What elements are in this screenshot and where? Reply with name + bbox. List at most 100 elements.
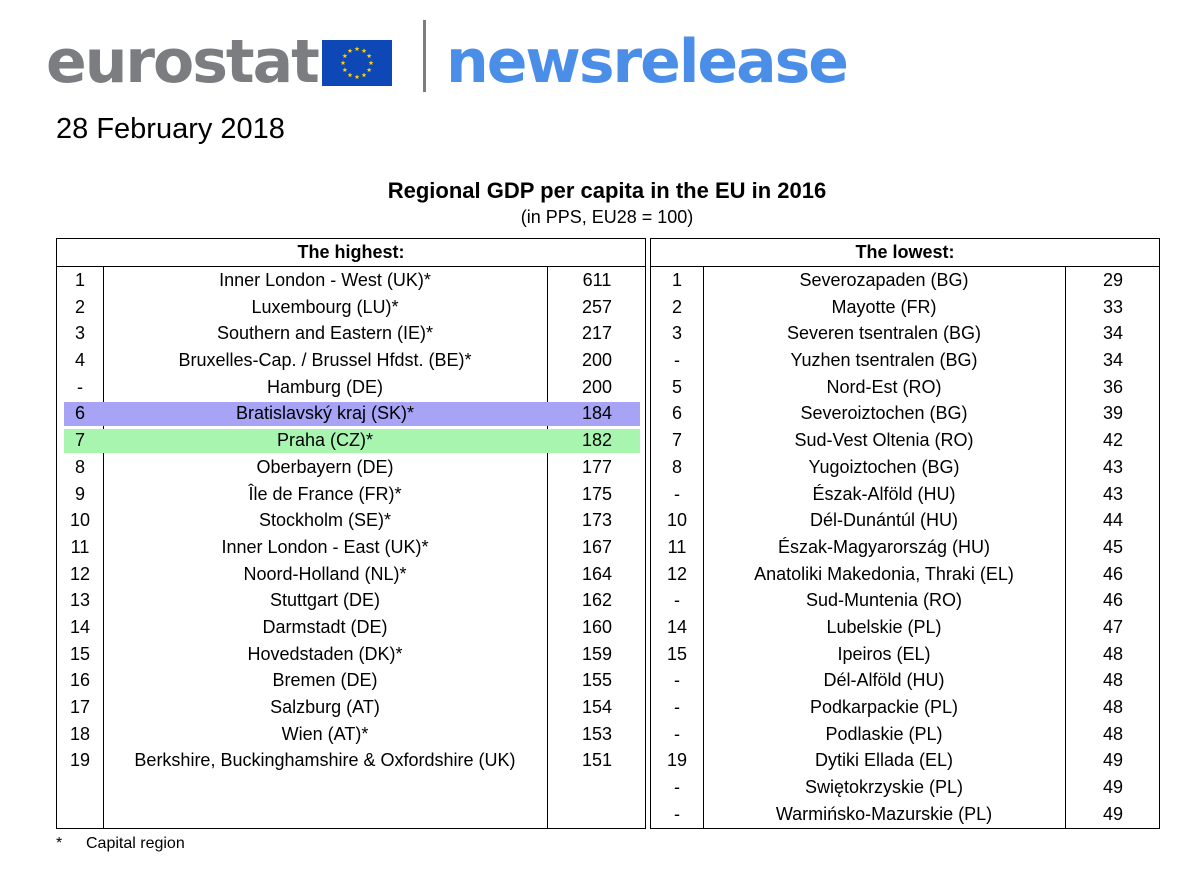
row-region: Darmstadt (DE) bbox=[262, 616, 388, 637]
column-divider bbox=[703, 266, 704, 828]
table-row: 12 Anatoliki Makedonia, Thraki (EL) 46 bbox=[651, 561, 1159, 588]
row-region: Praha (CZ)* bbox=[276, 430, 374, 451]
row-rank: 10 bbox=[666, 510, 688, 531]
row-value: 33 bbox=[1102, 296, 1124, 317]
row-region: Lubelskie (PL) bbox=[826, 616, 942, 637]
row-region: Mayotte (FR) bbox=[831, 296, 937, 317]
table-subtitle: (in PPS, EU28 = 100) bbox=[520, 207, 694, 227]
table-row: 13 Stuttgart (DE) 162 bbox=[57, 587, 645, 614]
row-value: 45 bbox=[1102, 536, 1124, 557]
table-row: - Warmińsko-Mazurskie (PL) 49 bbox=[651, 801, 1159, 828]
row-region: Podlaskie (PL) bbox=[825, 723, 943, 744]
row-region: Hovedstaden (DK)* bbox=[247, 643, 403, 664]
row-rank: 16 bbox=[69, 670, 91, 691]
newsrelease-logo: newsrelease bbox=[446, 27, 849, 97]
table-row: 11 Észak-Magyarország (HU) 45 bbox=[651, 534, 1159, 561]
table-row: 11 Inner London - East (UK)* 167 bbox=[57, 534, 645, 561]
column-divider bbox=[103, 266, 104, 828]
row-region: Severozapaden (BG) bbox=[799, 270, 969, 290]
row-region: Inner London - East (UK)* bbox=[221, 536, 429, 557]
row-region: Észak-Magyarország (HU) bbox=[777, 536, 991, 557]
table-row: 6 Severoiztochen (BG) 39 bbox=[651, 400, 1159, 427]
flag-star bbox=[366, 67, 372, 73]
row-value: 155 bbox=[581, 670, 613, 691]
table-row: 8 Oberbayern (DE) 177 bbox=[57, 454, 645, 481]
table-row: 7 Praha (CZ)* 182 bbox=[57, 427, 645, 454]
row-region: Stuttgart (DE) bbox=[269, 590, 381, 611]
row-value: 34 bbox=[1102, 350, 1124, 371]
row-region: Bratislavský kraj (SK)* bbox=[235, 403, 415, 424]
table-row: 1 Inner London - West (UK)* 611 bbox=[57, 267, 645, 294]
row-region: Észak-Alföld (HU) bbox=[812, 483, 956, 504]
flag-star bbox=[342, 67, 348, 73]
row-value: 184 bbox=[581, 403, 613, 424]
row-value: 200 bbox=[581, 350, 613, 371]
row-value: 29 bbox=[1102, 270, 1124, 290]
table-row: - Podlaskie (PL) 48 bbox=[651, 721, 1159, 748]
footnote: * Capital region bbox=[56, 834, 185, 854]
flag-star bbox=[354, 46, 360, 52]
row-value: 44 bbox=[1102, 510, 1124, 531]
eurostat-logo: eurostat bbox=[46, 27, 320, 97]
row-value: 42 bbox=[1102, 430, 1124, 451]
table-row: 16 Bremen (DE) 155 bbox=[57, 667, 645, 694]
row-value: 167 bbox=[581, 536, 613, 557]
header-divider bbox=[423, 20, 426, 92]
lowest-table: The lowest: 1 Severozapaden (BG) 29 2 Mayott… bbox=[650, 238, 1160, 829]
row-region: Ipeiros (EL) bbox=[837, 643, 931, 664]
table-row: 12 Noord-Holland (NL)* 164 bbox=[57, 561, 645, 588]
row-region: Anatoliki Makedonia, Thraki (EL) bbox=[754, 563, 1014, 584]
table-row: 5 Nord-Est (RO) 36 bbox=[651, 374, 1159, 401]
row-region: Nord-Est (RO) bbox=[826, 376, 942, 397]
row-region: Yugoiztochen (BG) bbox=[808, 456, 960, 477]
table-row: 15 Hovedstaden (DK)* 159 bbox=[57, 641, 645, 668]
row-rank: 8 bbox=[671, 456, 682, 477]
row-value: 46 bbox=[1102, 590, 1124, 611]
table-row: 1 Severozapaden (BG) 29 bbox=[651, 267, 1159, 294]
row-region: Noord-Holland (NL)* bbox=[243, 563, 407, 584]
table-row: 2 Luxembourg (LU)* 257 bbox=[57, 294, 645, 321]
row-value: 48 bbox=[1102, 697, 1124, 717]
table-row: 15 Ipeiros (EL) 48 bbox=[651, 641, 1159, 668]
table-row: 10 Stockholm (SE)* 173 bbox=[57, 507, 645, 534]
row-region: Southern and Eastern (IE)* bbox=[216, 323, 434, 344]
row-rank: 13 bbox=[69, 590, 91, 611]
row-value: 160 bbox=[581, 616, 613, 637]
row-rank: 6 bbox=[671, 403, 682, 424]
row-rank: - bbox=[674, 803, 680, 824]
row-region: Yuzhen tsentralen (BG) bbox=[790, 350, 978, 371]
row-rank: 2 bbox=[671, 296, 682, 317]
table-row: 18 Wien (AT)* 153 bbox=[57, 721, 645, 748]
row-rank: 14 bbox=[69, 616, 91, 637]
table-row: 14 Darmstadt (DE) 160 bbox=[57, 614, 645, 641]
row-value: 257 bbox=[581, 296, 613, 317]
table-row: 8 Yugoiztochen (BG) 43 bbox=[651, 454, 1159, 481]
row-rank: 3 bbox=[671, 323, 682, 344]
row-rank: 10 bbox=[69, 510, 91, 531]
row-value: 611 bbox=[582, 270, 612, 290]
row-rank: 1 bbox=[74, 270, 85, 290]
row-region: Bruxelles-Cap. / Brussel Hfdst. (BE)* bbox=[178, 350, 472, 371]
table-row: - Hamburg (DE) 200 bbox=[57, 374, 645, 401]
table-row: - Sud-Muntenia (RO) 46 bbox=[651, 587, 1159, 614]
flag-star bbox=[347, 48, 353, 53]
row-rank: - bbox=[674, 777, 680, 798]
table-row: 3 Southern and Eastern (IE)* 217 bbox=[57, 320, 645, 347]
row-rank: 9 bbox=[74, 483, 85, 504]
table-row: 14 Lubelskie (PL) 47 bbox=[651, 614, 1159, 641]
row-rank: 7 bbox=[74, 430, 85, 451]
row-value: 48 bbox=[1102, 723, 1124, 744]
row-region: Berkshire, Buckinghamshire & Oxfordshire… bbox=[134, 750, 516, 771]
row-rank: 2 bbox=[74, 296, 85, 317]
column-divider bbox=[547, 266, 548, 828]
row-region: Île de France (FR)* bbox=[248, 483, 402, 504]
row-value: 173 bbox=[581, 510, 613, 531]
table-row: 10 Dél-Dunántúl (HU) 44 bbox=[651, 507, 1159, 534]
row-rank: 18 bbox=[69, 723, 91, 744]
row-rank: 19 bbox=[69, 750, 91, 771]
row-rank: 1 bbox=[671, 270, 682, 290]
table-row: 19 Berkshire, Buckinghamshire & Oxfordshi… bbox=[57, 747, 645, 774]
row-region: Sud-Vest Oltenia (RO) bbox=[794, 430, 974, 451]
row-region: Hamburg (DE) bbox=[266, 376, 384, 397]
row-value: 36 bbox=[1102, 376, 1124, 397]
